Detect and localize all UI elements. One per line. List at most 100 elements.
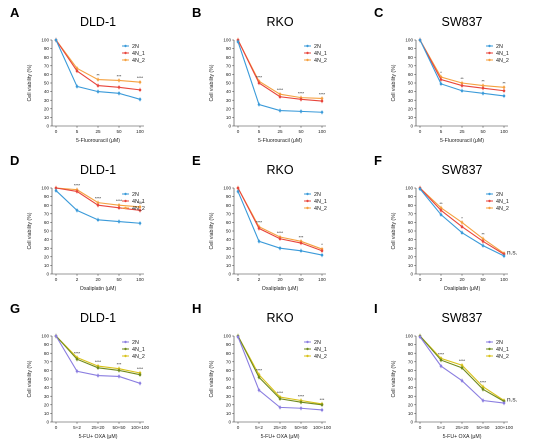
x-tick-label: 2	[76, 277, 79, 282]
significance-label: n.s.	[507, 249, 518, 256]
legend-label: 4N_1	[496, 347, 509, 353]
y-tick-label: 30	[44, 246, 50, 251]
data-point	[117, 92, 121, 95]
significance-label: ****	[459, 358, 466, 363]
y-tick-label: 100	[405, 38, 413, 43]
significance-label: **	[439, 201, 443, 206]
data-point	[439, 209, 443, 212]
x-tick-label: 50+50	[113, 425, 126, 430]
significance-label: ****	[298, 394, 305, 399]
data-point	[117, 220, 121, 223]
y-tick-label: 30	[226, 98, 232, 103]
y-tick-label: 50	[408, 377, 414, 382]
data-point	[299, 400, 303, 404]
significance-label: ****	[480, 380, 487, 385]
data-point	[96, 218, 100, 222]
y-tick-label: 80	[408, 55, 414, 60]
y-tick-label: 30	[44, 98, 50, 103]
legend-marker	[488, 206, 491, 210]
y-tick-label: 70	[44, 63, 50, 68]
x-axis-label: Oxaliplatin (μM)	[444, 286, 481, 292]
significance-label: ****	[256, 220, 263, 225]
y-tick-label: 90	[408, 194, 414, 199]
legend-marker	[488, 44, 491, 48]
legend-label: 4N_1	[496, 51, 509, 57]
y-tick-label: 0	[410, 420, 413, 425]
data-point	[320, 249, 324, 253]
x-tick-label: 100	[318, 277, 326, 282]
y-tick-label: 90	[44, 194, 50, 199]
data-point	[299, 249, 303, 253]
legend-label: 4N_1	[132, 51, 145, 57]
legend-marker	[124, 199, 127, 203]
y-tick-label: 90	[408, 46, 414, 51]
data-point	[138, 80, 142, 84]
data-point	[96, 201, 100, 204]
y-tick-label: 80	[44, 203, 50, 208]
data-point	[299, 406, 303, 410]
legend-label: 2N	[132, 192, 139, 198]
y-tick-label: 10	[408, 115, 414, 120]
data-point	[278, 397, 282, 401]
data-point	[138, 205, 142, 209]
data-point	[460, 221, 464, 224]
y-tick-label: 100	[405, 334, 413, 339]
data-point	[481, 84, 485, 87]
y-axis-label: Cell viability (%)	[209, 212, 215, 249]
panel-i: I SW837 0 10 20 30 40 50 60 70 80 90 100 0 5+2 25+20 50+…	[374, 301, 518, 440]
x-axis-label: Oxaliplatin (μM)	[262, 286, 299, 292]
x-tick-label: 0	[55, 425, 58, 430]
data-point	[96, 78, 100, 81]
y-tick-label: 10	[44, 263, 50, 268]
significance-label: ***	[320, 397, 325, 402]
data-point	[236, 190, 240, 193]
y-tick-label: 60	[226, 368, 232, 373]
y-tick-label: 20	[226, 402, 232, 407]
y-tick-label: 10	[226, 263, 232, 268]
data-point	[278, 237, 282, 241]
y-tick-label: 70	[226, 359, 232, 364]
x-axis-label: 5-Fluorouracil (μM)	[76, 138, 120, 144]
data-point	[418, 335, 422, 339]
y-axis-label: Cell viability (%)	[391, 212, 397, 249]
data-point	[502, 86, 506, 89]
legend-label: 4N_2	[314, 354, 327, 360]
x-tick-label: 100	[318, 129, 326, 134]
panel-title: RKO	[266, 163, 293, 177]
series-line-4n-1	[55, 39, 141, 91]
data-point	[54, 189, 58, 192]
significance-label: ****	[74, 183, 81, 188]
legend-label: 2N	[496, 44, 503, 50]
legend-marker	[124, 347, 127, 351]
legend-label: 2N	[132, 44, 139, 50]
y-tick-label: 20	[44, 254, 50, 259]
panel-a: A DLD-1 0 10 20 30 40 50 60 70 80 90 100 0 5 25 50 100 5-F…	[10, 5, 145, 144]
significance-label: ***	[299, 234, 304, 239]
data-point	[502, 89, 506, 93]
legend-marker	[488, 58, 491, 62]
data-point	[54, 38, 58, 42]
data-point	[481, 86, 485, 90]
data-point	[320, 253, 324, 257]
data-point	[75, 69, 79, 73]
y-tick-label: 40	[408, 237, 414, 242]
significance-label: ****	[74, 351, 81, 356]
data-point	[75, 369, 79, 373]
x-tick-label: 5+2	[255, 425, 263, 430]
x-axis-label: 5-Fluorouracil (μM)	[258, 138, 302, 144]
y-tick-label: 20	[408, 106, 414, 111]
y-tick-label: 100	[405, 186, 413, 191]
y-tick-label: 80	[408, 203, 414, 208]
y-tick-label: 60	[226, 72, 232, 77]
legend-label: 4N_1	[314, 199, 327, 205]
data-point	[502, 94, 506, 98]
legend-marker	[306, 206, 309, 210]
panel-title: DLD-1	[80, 163, 116, 177]
panel-title: DLD-1	[80, 311, 116, 325]
legend-label: 4N_1	[314, 347, 327, 353]
significance-label: ****	[438, 351, 445, 356]
significance-label: ****	[137, 75, 144, 80]
significance-label: *	[461, 215, 463, 220]
legend-marker	[124, 206, 127, 210]
